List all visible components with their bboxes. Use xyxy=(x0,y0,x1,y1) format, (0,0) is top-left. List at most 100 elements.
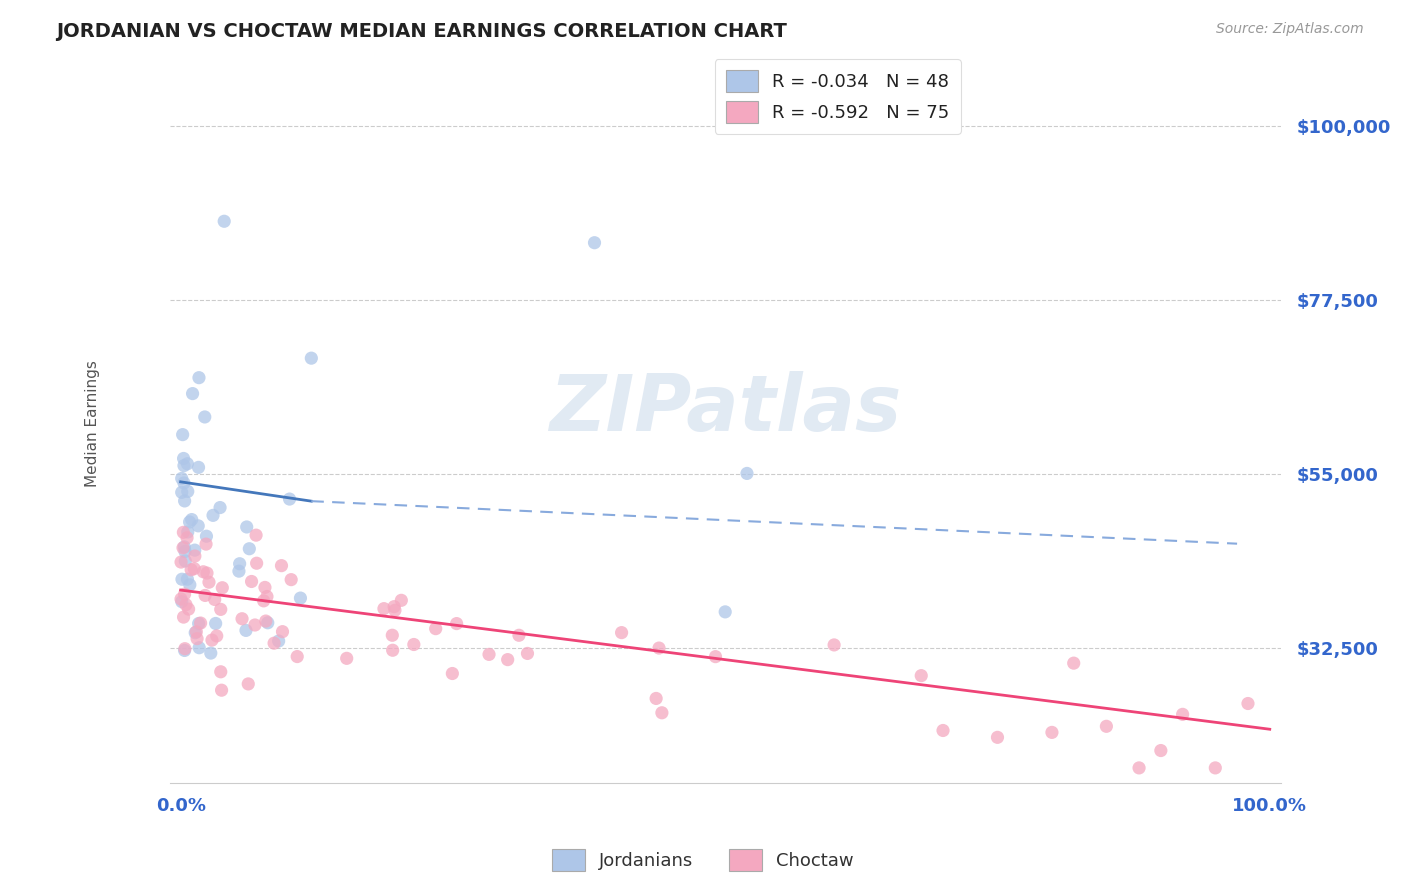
Point xyxy=(173,451,195,466)
Point xyxy=(173,458,195,473)
Point xyxy=(228,564,250,578)
Point xyxy=(187,460,209,475)
Point xyxy=(187,616,209,631)
Point xyxy=(381,628,404,642)
Point xyxy=(205,629,228,643)
Point xyxy=(267,634,290,648)
Point xyxy=(238,677,260,691)
Point xyxy=(299,351,322,366)
Point xyxy=(290,591,312,605)
Point xyxy=(245,528,267,542)
Point xyxy=(188,640,211,655)
Point xyxy=(1171,707,1194,722)
Text: JORDANIAN VS CHOCTAW MEDIAN EARNINGS CORRELATION CHART: JORDANIAN VS CHOCTAW MEDIAN EARNINGS COR… xyxy=(56,22,787,41)
Point xyxy=(986,731,1008,745)
Point xyxy=(195,566,218,580)
Text: ZIPatlas: ZIPatlas xyxy=(550,371,901,448)
Y-axis label: Median Earnings: Median Earnings xyxy=(86,360,100,487)
Point xyxy=(173,494,195,508)
Point xyxy=(253,594,276,608)
Point xyxy=(193,565,215,579)
Point xyxy=(336,651,359,665)
Point xyxy=(174,598,197,612)
Point xyxy=(194,589,217,603)
Point xyxy=(1237,697,1260,711)
Point xyxy=(186,632,208,646)
Point xyxy=(202,508,225,523)
Point xyxy=(823,638,845,652)
Point xyxy=(173,587,195,601)
Point xyxy=(195,529,218,543)
Point xyxy=(285,649,308,664)
Point xyxy=(1204,761,1226,775)
Point xyxy=(271,624,294,639)
Point xyxy=(648,641,671,656)
Point xyxy=(173,643,195,657)
Point xyxy=(212,214,235,228)
Point xyxy=(173,540,195,554)
Point xyxy=(425,622,447,636)
Point xyxy=(243,618,266,632)
Point xyxy=(280,573,302,587)
Point xyxy=(170,471,193,485)
Point xyxy=(177,484,200,499)
Point xyxy=(516,647,538,661)
Point xyxy=(254,614,277,628)
Point xyxy=(180,563,202,577)
Point xyxy=(735,467,758,481)
Text: Source: ZipAtlas.com: Source: ZipAtlas.com xyxy=(1216,22,1364,37)
Point xyxy=(278,491,301,506)
Point xyxy=(228,557,250,571)
Point xyxy=(583,235,606,250)
Legend: Jordanians, Choctaw: Jordanians, Choctaw xyxy=(546,842,860,879)
Point xyxy=(496,652,519,666)
Point xyxy=(190,615,212,630)
Point xyxy=(198,575,221,590)
Point xyxy=(1063,656,1085,670)
Point xyxy=(714,605,737,619)
Point xyxy=(184,549,207,563)
Point xyxy=(932,723,955,738)
Point xyxy=(184,543,207,558)
Point xyxy=(170,595,193,609)
Point xyxy=(1095,719,1118,733)
Point xyxy=(170,485,193,500)
Point xyxy=(184,625,207,640)
Point xyxy=(508,628,530,642)
Point xyxy=(204,616,226,631)
Point xyxy=(173,475,195,490)
Point xyxy=(256,590,278,604)
Point xyxy=(389,593,412,607)
Point xyxy=(253,581,276,595)
Point xyxy=(373,601,395,615)
Point xyxy=(610,625,633,640)
Point xyxy=(402,638,425,652)
Point xyxy=(194,409,217,424)
Point xyxy=(382,599,405,614)
Point xyxy=(645,691,668,706)
Point xyxy=(910,668,932,682)
Point xyxy=(172,427,194,442)
Point xyxy=(381,643,404,657)
Point xyxy=(478,648,501,662)
Point xyxy=(256,615,278,630)
Point xyxy=(172,541,194,555)
Point xyxy=(180,512,202,526)
Point xyxy=(173,641,195,656)
Point xyxy=(209,602,232,616)
Point xyxy=(704,649,727,664)
Point xyxy=(1128,761,1150,775)
Point xyxy=(235,624,257,638)
Point xyxy=(177,602,200,616)
Point xyxy=(204,592,226,607)
Point xyxy=(170,572,193,586)
Point xyxy=(181,386,204,401)
Point xyxy=(179,578,201,592)
Point xyxy=(240,574,263,589)
Point xyxy=(179,515,201,529)
Point xyxy=(211,683,233,698)
Point xyxy=(173,610,195,624)
Point xyxy=(170,555,193,569)
Legend: R = -0.034   N = 48, R = -0.592   N = 75: R = -0.034 N = 48, R = -0.592 N = 75 xyxy=(714,59,960,134)
Point xyxy=(187,519,209,533)
